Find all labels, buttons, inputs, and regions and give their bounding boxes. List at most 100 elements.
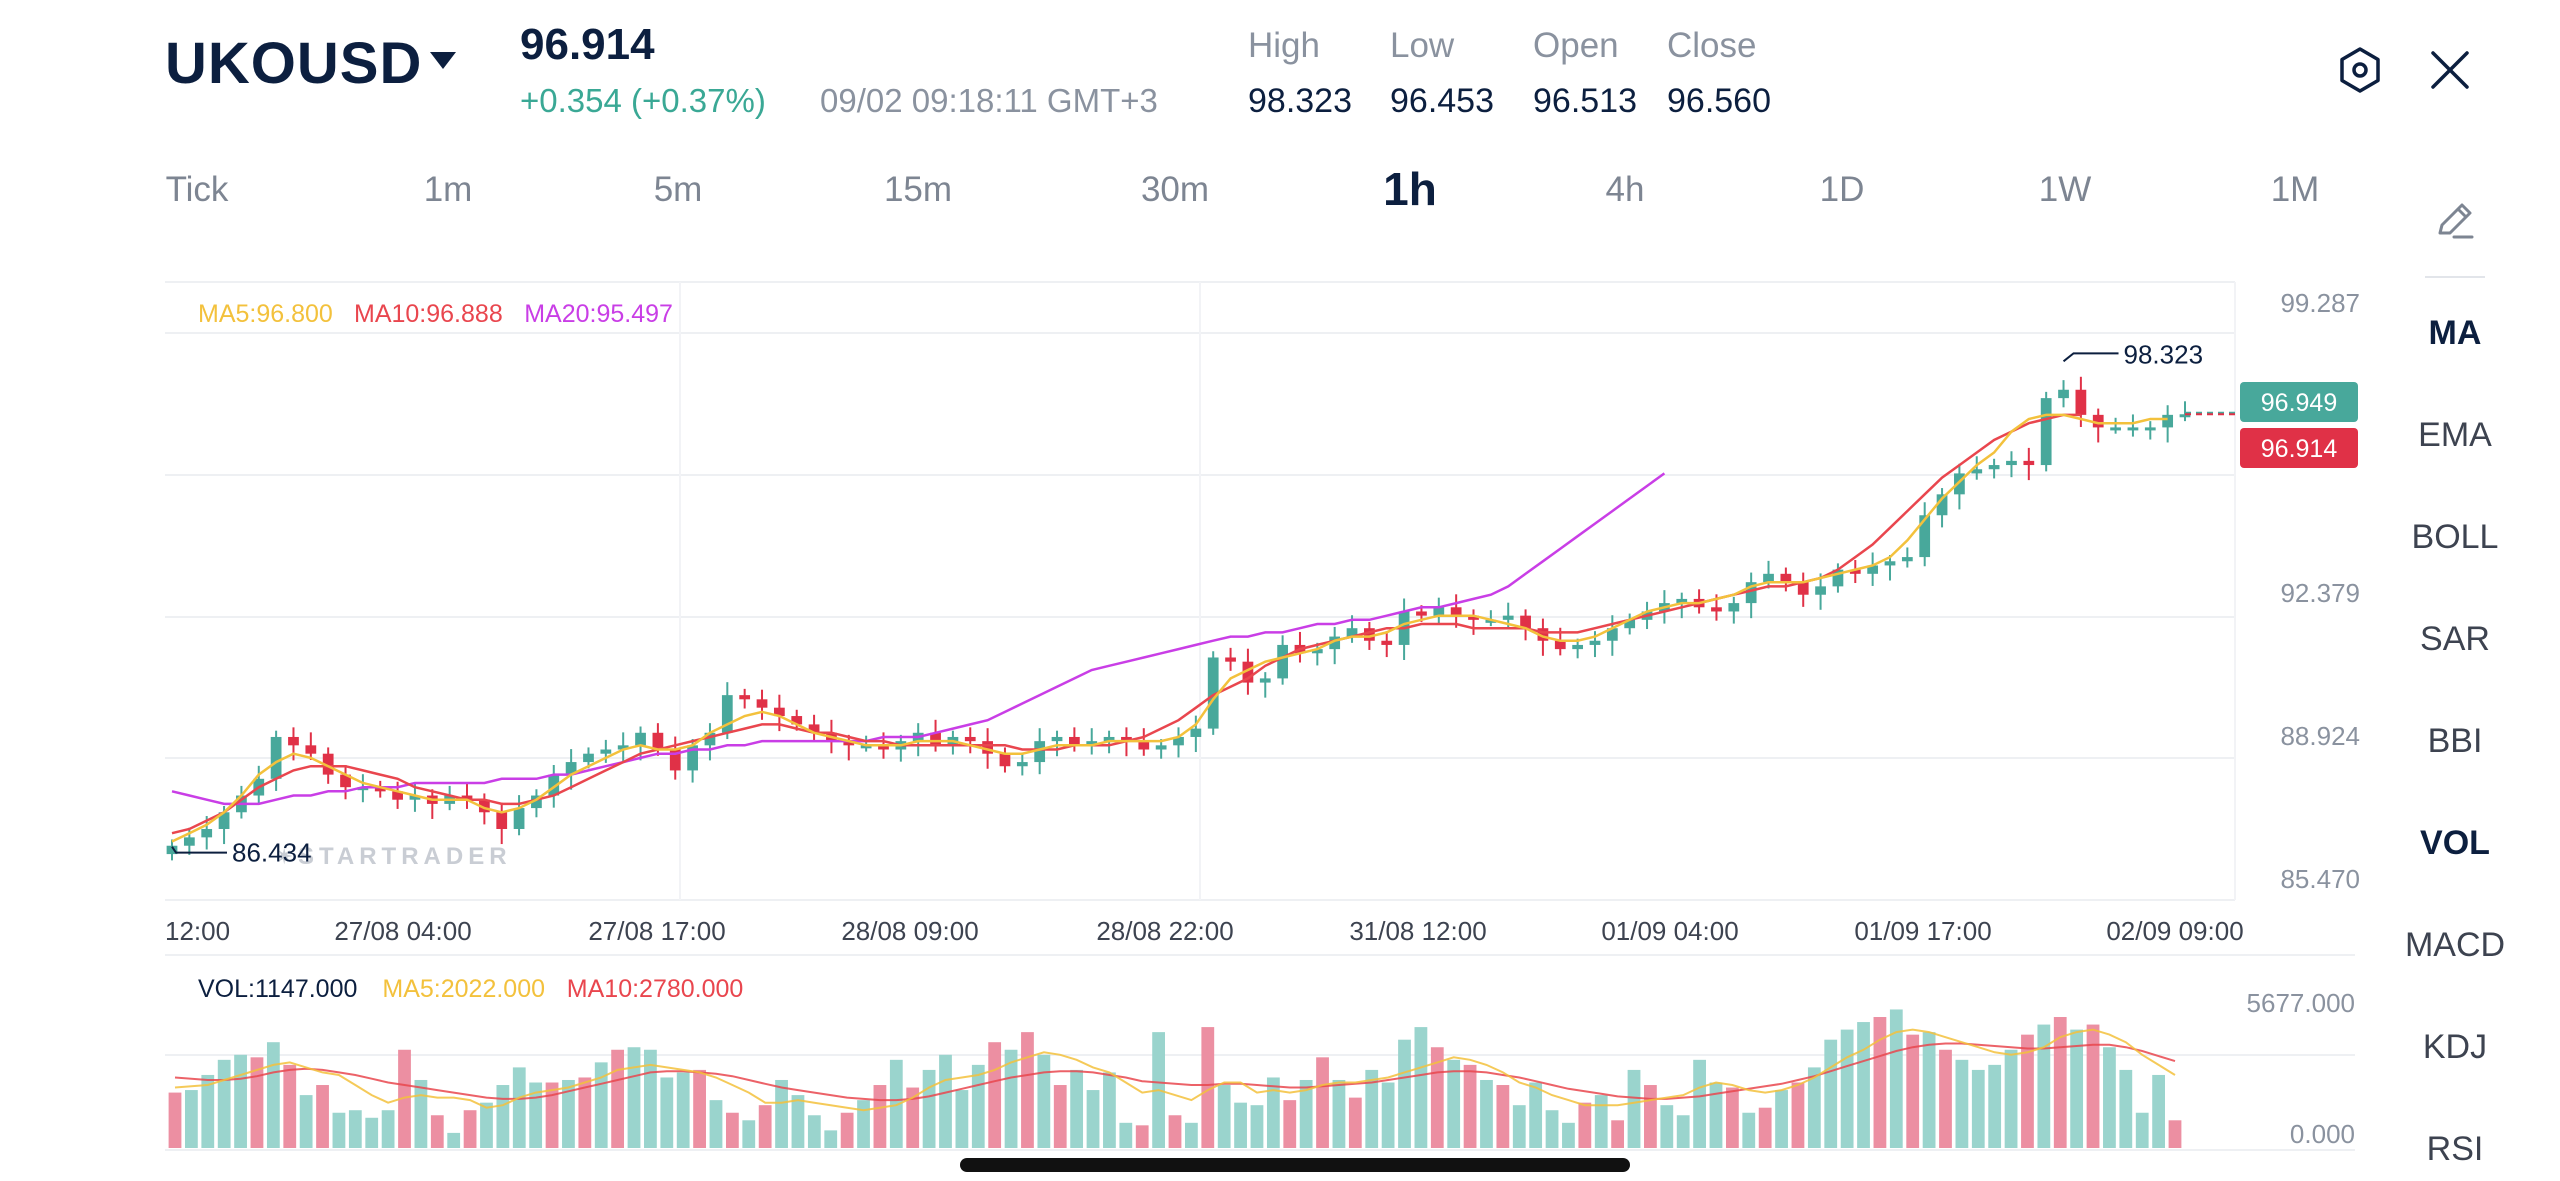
volume-bar <box>1725 1087 1739 1148</box>
candle-body <box>565 762 577 775</box>
volume-bar <box>1086 1090 1100 1148</box>
volume-bar <box>201 1074 215 1148</box>
volume-bar <box>185 1090 198 1148</box>
candle-body <box>583 753 594 763</box>
timeframe-15m[interactable]: 15m <box>883 170 953 209</box>
candle-body <box>548 774 560 796</box>
timeframe-5m[interactable]: 5m <box>653 170 703 209</box>
volume-bar <box>1299 1079 1313 1148</box>
indicator-rsi[interactable]: RSI <box>2426 1130 2484 1168</box>
stat-close-value: 96.560 <box>1667 82 1771 120</box>
volume-bar <box>1857 1022 1870 1148</box>
candle-body <box>2023 460 2035 466</box>
caret-down-icon[interactable] <box>430 52 456 69</box>
volume-bar <box>2053 1017 2067 1148</box>
volume-bar <box>2152 1074 2165 1148</box>
timeframe-1mo[interactable]: 1M <box>2270 170 2320 209</box>
timeframe-1d[interactable]: 1D <box>1819 170 1865 209</box>
volume-bar <box>1922 1032 1936 1148</box>
ma20-line <box>171 472 1666 806</box>
timeframe-1m[interactable]: 1m <box>423 170 473 209</box>
volume-bar <box>676 1072 690 1148</box>
high-marker-line <box>2062 352 2119 363</box>
stat-open-value: 96.513 <box>1533 82 1637 120</box>
volume-bar <box>824 1130 838 1148</box>
x-tick-label: 28/08 22:00 <box>1096 916 1233 946</box>
volume-bar <box>1348 1097 1362 1148</box>
volume-bar <box>1824 1039 1838 1148</box>
volume-bar <box>971 1064 985 1148</box>
indicator-vol[interactable]: VOL <box>2420 824 2490 862</box>
volume-bar <box>529 1082 543 1148</box>
timeframe-30m[interactable]: 30m <box>1140 170 1210 209</box>
candle-body <box>461 795 473 800</box>
volume-bar <box>1414 1027 1428 1148</box>
volume-bar <box>1594 1095 1608 1148</box>
indicator-boll[interactable]: BOLL <box>2411 518 2499 556</box>
candle-body <box>1259 678 1271 683</box>
volume-bar <box>1316 1057 1329 1148</box>
timeframe-1h[interactable]: 1h <box>1383 163 1437 215</box>
candle-body <box>218 812 230 829</box>
candle-body <box>1138 741 1150 750</box>
volume-bar <box>283 1064 297 1148</box>
candle-body <box>1711 607 1722 612</box>
candle-body <box>1624 619 1636 629</box>
volume-bar <box>1971 1069 1985 1148</box>
symbol-selector[interactable]: UKOUSD <box>165 31 423 96</box>
volume-bar <box>365 1117 379 1148</box>
volume-bar <box>1398 1039 1411 1148</box>
price-tag <box>2240 382 2358 422</box>
indicator-macd[interactable]: MACD <box>2404 926 2506 964</box>
volume-bar <box>906 1087 920 1148</box>
hexagon-settings-icon[interactable] <box>2335 45 2385 95</box>
close-x-icon[interactable] <box>2425 45 2475 95</box>
stat-open-label: Open <box>1533 26 1619 65</box>
candle-body <box>600 749 612 754</box>
indicator-ma[interactable]: MA <box>2428 314 2482 352</box>
volume-bar <box>578 1077 592 1148</box>
indicator-bbi[interactable]: BBI <box>2427 722 2483 760</box>
indicator-sar[interactable]: SAR <box>2420 620 2490 658</box>
y-tick-label: 88.924 <box>2280 721 2360 751</box>
indicator-kdj[interactable]: KDJ <box>2422 1028 2488 1066</box>
candle-body <box>1364 628 1375 641</box>
timeframe-1w[interactable]: 1W <box>2038 170 2092 209</box>
candle-body <box>2092 414 2104 428</box>
candle-body <box>531 795 542 809</box>
volume-bar <box>1070 1069 1084 1148</box>
stat-low-value: 96.453 <box>1390 82 1494 120</box>
stat-high-label: High <box>1248 26 1320 65</box>
svg-text:✷: ✷ <box>275 844 293 869</box>
volume-bar <box>398 1049 411 1148</box>
volume-bar <box>791 1095 805 1148</box>
timeframe-4h[interactable]: 4h <box>1605 170 1645 209</box>
candle-body <box>1884 561 1896 566</box>
volume-bar <box>348 1110 362 1148</box>
candle-body <box>2110 427 2121 431</box>
candle-body <box>478 799 490 813</box>
stat-high-value: 98.323 <box>1248 82 1352 120</box>
volume-bar <box>414 1079 428 1148</box>
candle-body <box>878 745 889 750</box>
volume-bar <box>316 1085 329 1148</box>
candle-body <box>374 787 386 792</box>
candle-body <box>1086 741 1098 746</box>
pencil-draw-icon[interactable] <box>2430 195 2480 245</box>
candle-body <box>2179 414 2191 418</box>
candle-body <box>1849 569 1861 574</box>
volume-bar <box>693 1069 706 1148</box>
candle-body <box>1329 636 1341 650</box>
candle-body <box>1901 557 1913 562</box>
volume-title: VOL:1147.000 <box>198 975 357 1003</box>
candle-body <box>270 736 282 779</box>
candle-body <box>1936 494 1948 516</box>
candle-body <box>288 736 299 746</box>
candle-body <box>1051 736 1063 742</box>
indicator-ema[interactable]: EMA <box>2418 416 2492 454</box>
volume-bar <box>988 1042 1002 1148</box>
volume-bar <box>1693 1059 1706 1148</box>
timeframe-tick[interactable]: Tick <box>165 170 229 209</box>
volume-bar <box>1939 1049 1952 1148</box>
